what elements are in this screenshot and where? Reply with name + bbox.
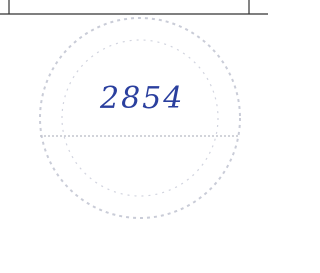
scan: 2854 <box>0 0 268 273</box>
handwritten-note: 2854 <box>99 81 184 116</box>
page: {"handwritten_note": "2854"} 2854 (() =>… <box>0 0 268 273</box>
